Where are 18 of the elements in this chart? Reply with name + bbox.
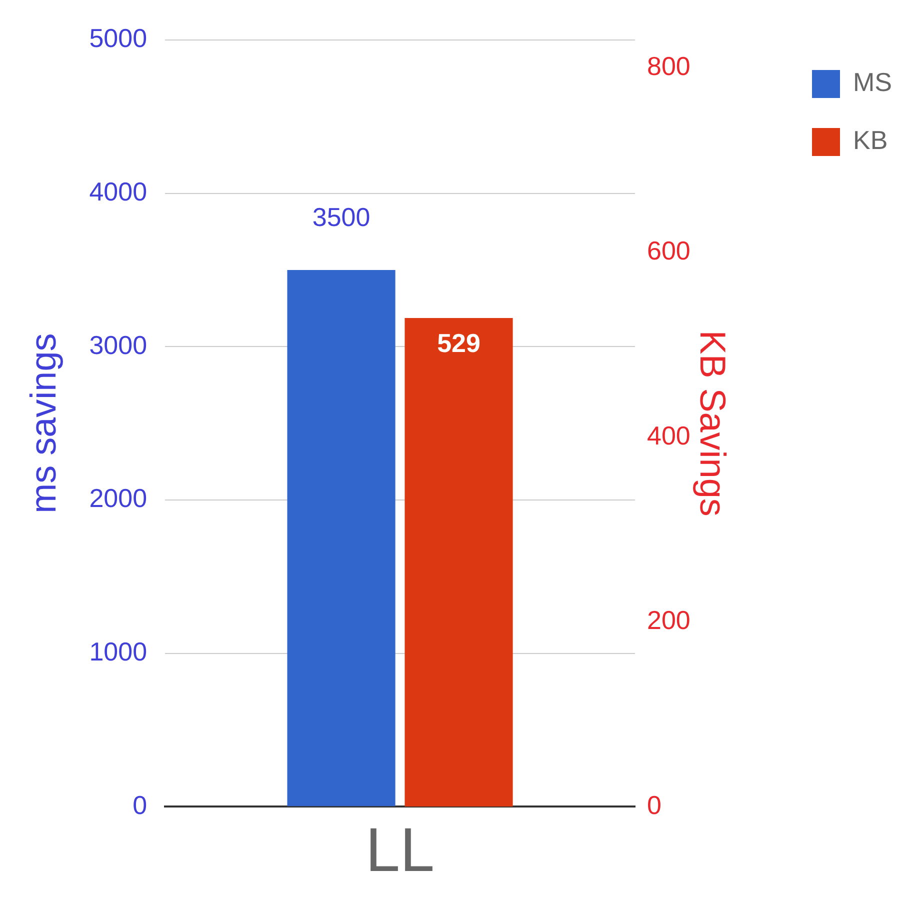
y-axis-title: ms savings — [22, 333, 64, 514]
legend-label: KB — [853, 125, 888, 156]
y-tick-label: 1000 — [89, 636, 148, 666]
y2-tick-label: 200 — [647, 605, 690, 636]
y2-tick-label: 600 — [647, 236, 690, 266]
x-tick-label: LL — [366, 816, 435, 885]
legend-label: MS — [853, 67, 892, 98]
data-label: 529 — [437, 328, 480, 358]
y2-axis-title: KB Savings — [692, 330, 734, 516]
y-tick-label: 0 — [132, 790, 148, 820]
y-tick-label: 4000 — [89, 176, 148, 206]
y-tick-label: 3000 — [89, 330, 148, 360]
y-tick-label: 2000 — [89, 483, 148, 514]
y2-tick-label: 800 — [647, 50, 690, 81]
y-tick-label: 5000 — [89, 23, 148, 54]
data-label: 3500 — [312, 202, 370, 232]
y2-tick-label: 400 — [647, 420, 690, 450]
y2-tick-label: 0 — [647, 790, 662, 820]
